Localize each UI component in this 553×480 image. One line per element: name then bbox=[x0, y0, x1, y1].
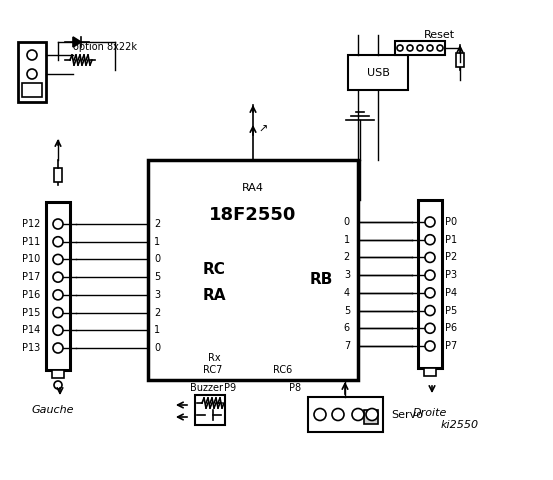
Circle shape bbox=[425, 270, 435, 280]
FancyBboxPatch shape bbox=[424, 368, 436, 376]
Text: P5: P5 bbox=[445, 306, 457, 315]
Text: 2: 2 bbox=[154, 308, 160, 318]
Text: P10: P10 bbox=[22, 254, 40, 264]
Text: 2: 2 bbox=[344, 252, 350, 263]
Text: 6: 6 bbox=[344, 324, 350, 333]
FancyBboxPatch shape bbox=[195, 395, 225, 425]
Text: ki2550: ki2550 bbox=[441, 420, 479, 430]
Text: P9: P9 bbox=[224, 383, 236, 393]
Text: option 8x22k: option 8x22k bbox=[73, 42, 137, 52]
Circle shape bbox=[53, 272, 63, 282]
Text: 1: 1 bbox=[154, 325, 160, 336]
Text: RA4: RA4 bbox=[242, 183, 264, 193]
Polygon shape bbox=[73, 37, 81, 47]
Text: Servo: Servo bbox=[391, 409, 423, 420]
Text: 5: 5 bbox=[154, 272, 160, 282]
Text: 4: 4 bbox=[344, 288, 350, 298]
FancyBboxPatch shape bbox=[418, 200, 442, 368]
Circle shape bbox=[54, 381, 62, 389]
FancyBboxPatch shape bbox=[308, 397, 383, 432]
Circle shape bbox=[437, 45, 443, 51]
Text: P4: P4 bbox=[445, 288, 457, 298]
Text: RC6: RC6 bbox=[273, 365, 292, 375]
Text: ↗: ↗ bbox=[258, 125, 267, 135]
Text: P17: P17 bbox=[22, 272, 40, 282]
Circle shape bbox=[425, 324, 435, 333]
FancyBboxPatch shape bbox=[22, 83, 42, 97]
Text: Rx: Rx bbox=[208, 353, 221, 363]
Text: RC7: RC7 bbox=[203, 365, 222, 375]
Text: P3: P3 bbox=[445, 270, 457, 280]
Text: RA: RA bbox=[203, 288, 227, 302]
Circle shape bbox=[53, 308, 63, 318]
Circle shape bbox=[425, 252, 435, 263]
Text: 0: 0 bbox=[344, 217, 350, 227]
Circle shape bbox=[425, 235, 435, 245]
Polygon shape bbox=[205, 410, 213, 420]
Circle shape bbox=[27, 69, 37, 79]
Circle shape bbox=[417, 45, 423, 51]
Circle shape bbox=[53, 237, 63, 247]
Text: P6: P6 bbox=[445, 324, 457, 333]
FancyBboxPatch shape bbox=[18, 42, 46, 102]
Circle shape bbox=[27, 50, 37, 60]
FancyBboxPatch shape bbox=[52, 370, 64, 378]
Text: P1: P1 bbox=[445, 235, 457, 245]
Circle shape bbox=[425, 217, 435, 227]
FancyBboxPatch shape bbox=[395, 41, 445, 55]
Circle shape bbox=[352, 408, 364, 420]
Text: 1: 1 bbox=[154, 237, 160, 247]
Text: P12: P12 bbox=[22, 219, 40, 229]
FancyBboxPatch shape bbox=[54, 168, 62, 182]
Text: Buzzer: Buzzer bbox=[190, 383, 223, 393]
Circle shape bbox=[314, 408, 326, 420]
Circle shape bbox=[53, 290, 63, 300]
Text: 3: 3 bbox=[344, 270, 350, 280]
FancyBboxPatch shape bbox=[364, 410, 378, 424]
Text: 0: 0 bbox=[154, 254, 160, 264]
Text: P14: P14 bbox=[22, 325, 40, 336]
Circle shape bbox=[53, 254, 63, 264]
Text: 2: 2 bbox=[154, 219, 160, 229]
Text: 5: 5 bbox=[344, 306, 350, 315]
FancyBboxPatch shape bbox=[46, 202, 70, 370]
Text: P16: P16 bbox=[22, 290, 40, 300]
Text: 1: 1 bbox=[344, 235, 350, 245]
Circle shape bbox=[407, 45, 413, 51]
Circle shape bbox=[397, 45, 403, 51]
Circle shape bbox=[425, 306, 435, 315]
Circle shape bbox=[53, 343, 63, 353]
Text: P15: P15 bbox=[22, 308, 40, 318]
Text: P8: P8 bbox=[289, 383, 301, 393]
Text: USB: USB bbox=[367, 68, 389, 77]
Circle shape bbox=[427, 45, 433, 51]
FancyBboxPatch shape bbox=[456, 53, 464, 67]
Text: Droite: Droite bbox=[413, 408, 447, 418]
Text: P13: P13 bbox=[22, 343, 40, 353]
Circle shape bbox=[366, 408, 378, 420]
Text: P2: P2 bbox=[445, 252, 457, 263]
Text: P7: P7 bbox=[445, 341, 457, 351]
Text: 3: 3 bbox=[154, 290, 160, 300]
Text: P11: P11 bbox=[22, 237, 40, 247]
Circle shape bbox=[332, 408, 344, 420]
Circle shape bbox=[425, 341, 435, 351]
Text: P0: P0 bbox=[445, 217, 457, 227]
Text: 0: 0 bbox=[154, 343, 160, 353]
FancyBboxPatch shape bbox=[148, 160, 358, 380]
Circle shape bbox=[53, 325, 63, 336]
Circle shape bbox=[53, 219, 63, 229]
Text: RB: RB bbox=[310, 273, 333, 288]
Text: Gauche: Gauche bbox=[32, 405, 74, 415]
Text: 7: 7 bbox=[344, 341, 350, 351]
FancyBboxPatch shape bbox=[348, 55, 408, 90]
Circle shape bbox=[425, 288, 435, 298]
Text: Reset: Reset bbox=[424, 30, 455, 40]
Text: RC: RC bbox=[203, 263, 226, 277]
Text: 18F2550: 18F2550 bbox=[210, 206, 297, 224]
